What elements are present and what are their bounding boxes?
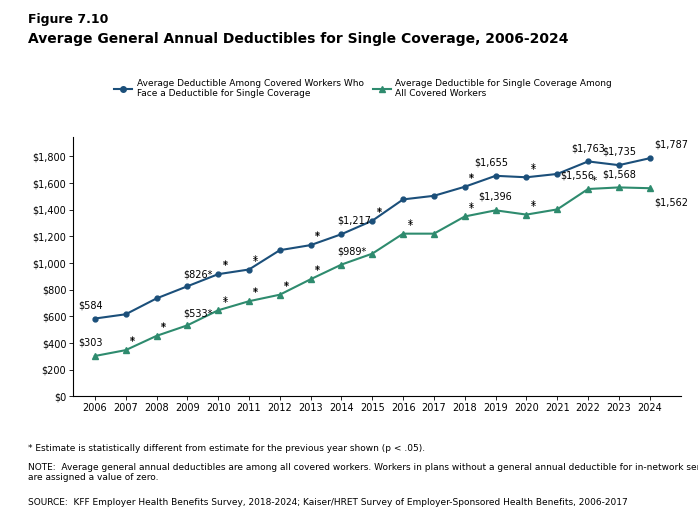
Text: *: * [161,322,165,332]
Text: *: * [223,261,228,271]
Text: $1,568: $1,568 [602,169,636,179]
Text: $1,655: $1,655 [475,158,508,167]
Text: *: * [376,208,382,218]
Text: NOTE:  Average general annual deductibles are among all covered workers. Workers: NOTE: Average general annual deductibles… [28,463,698,482]
Text: $584: $584 [78,300,103,310]
Text: $1,556: $1,556 [560,171,594,181]
Text: *: * [315,265,320,275]
Text: *: * [530,202,535,212]
Text: *: * [223,298,228,308]
Text: *: * [469,204,474,214]
Text: *: * [530,201,535,211]
Text: *: * [284,280,289,290]
Text: *: * [530,164,535,174]
Text: *: * [469,202,474,212]
Text: $1,217: $1,217 [337,216,371,226]
Text: $1,763: $1,763 [571,143,605,153]
Text: *: * [253,255,258,265]
Text: SOURCE:  KFF Employer Health Benefits Survey, 2018-2024; Kaiser/HRET Survey of E: SOURCE: KFF Employer Health Benefits Sur… [28,498,628,507]
Text: *: * [253,287,258,297]
Text: *: * [223,260,227,270]
Text: *: * [253,257,258,267]
Text: *: * [408,221,413,231]
Text: *: * [315,233,320,243]
Text: $1,562: $1,562 [654,197,688,208]
Text: *: * [161,323,166,333]
Text: *: * [315,267,320,277]
Legend: Average Deductible Among Covered Workers Who
Face a Deductible for Single Covera: Average Deductible Among Covered Workers… [110,76,616,102]
Text: *: * [253,288,258,298]
Text: $826*: $826* [183,269,213,279]
Text: *: * [376,206,381,216]
Text: *: * [469,174,474,184]
Text: $303: $303 [78,338,103,348]
Text: $989*: $989* [337,246,366,256]
Text: *: * [469,173,474,183]
Text: *: * [408,219,412,229]
Text: Figure 7.10: Figure 7.10 [28,13,108,26]
Text: *: * [530,163,535,173]
Text: *: * [284,282,289,292]
Text: *: * [315,231,320,241]
Text: Average General Annual Deductibles for Single Coverage, 2006-2024: Average General Annual Deductibles for S… [28,32,568,46]
Text: $1,787: $1,787 [654,140,688,150]
Text: *: * [592,176,597,186]
Text: *: * [223,296,227,306]
Text: $533*: $533* [183,308,213,318]
Text: $1,396: $1,396 [479,192,512,202]
Text: * Estimate is statistically different from estimate for the previous year shown : * Estimate is statistically different fr… [28,444,425,453]
Text: $1,735: $1,735 [602,147,636,157]
Text: *: * [130,336,135,346]
Text: *: * [130,338,135,348]
